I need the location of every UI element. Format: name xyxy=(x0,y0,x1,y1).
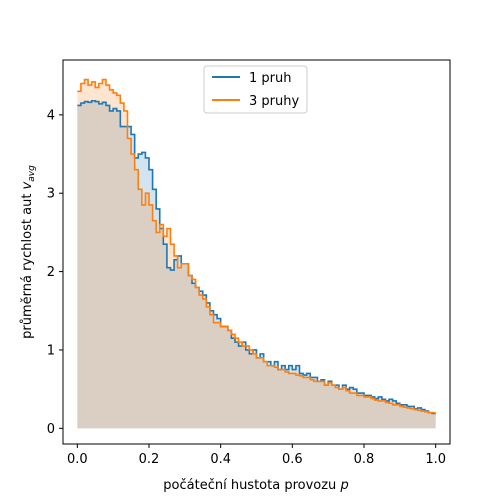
y-axis-label: průměrná rychlost aut vavg xyxy=(20,165,37,339)
series-lines xyxy=(77,78,436,415)
x-tick-label: 0.2 xyxy=(139,452,160,467)
y-tick-label: 2 xyxy=(47,265,55,280)
series-fill-0 xyxy=(77,100,436,429)
series-fills xyxy=(77,79,436,429)
legend-label-1-pruh: 1 pruh xyxy=(249,71,291,86)
x-tick-label: 0.8 xyxy=(354,452,375,467)
y-tick-label: 3 xyxy=(47,187,55,202)
x-axis-label: počáteční hustota provozu p xyxy=(163,478,348,493)
series-fill-1 xyxy=(77,79,436,429)
y-axis-ticks: 0 1 2 3 4 xyxy=(47,108,63,437)
y-tick-label: 0 xyxy=(47,422,55,437)
legend-label-3-pruhy: 3 pruhy xyxy=(249,94,299,109)
x-tick-label: 1.0 xyxy=(425,452,446,467)
x-axis-ticks: 0.0 0.2 0.4 0.6 0.8 1.0 xyxy=(67,444,446,467)
x-tick-label: 0.6 xyxy=(282,452,303,467)
series-line-1 xyxy=(77,78,436,414)
x-tick-label: 0.4 xyxy=(210,452,231,467)
y-tick-label: 1 xyxy=(47,343,55,358)
y-tick-label: 4 xyxy=(47,108,55,123)
plot-frame xyxy=(62,59,451,445)
legend: 1 pruh 3 pruhy xyxy=(203,65,308,114)
x-tick-label: 0.0 xyxy=(67,452,88,467)
